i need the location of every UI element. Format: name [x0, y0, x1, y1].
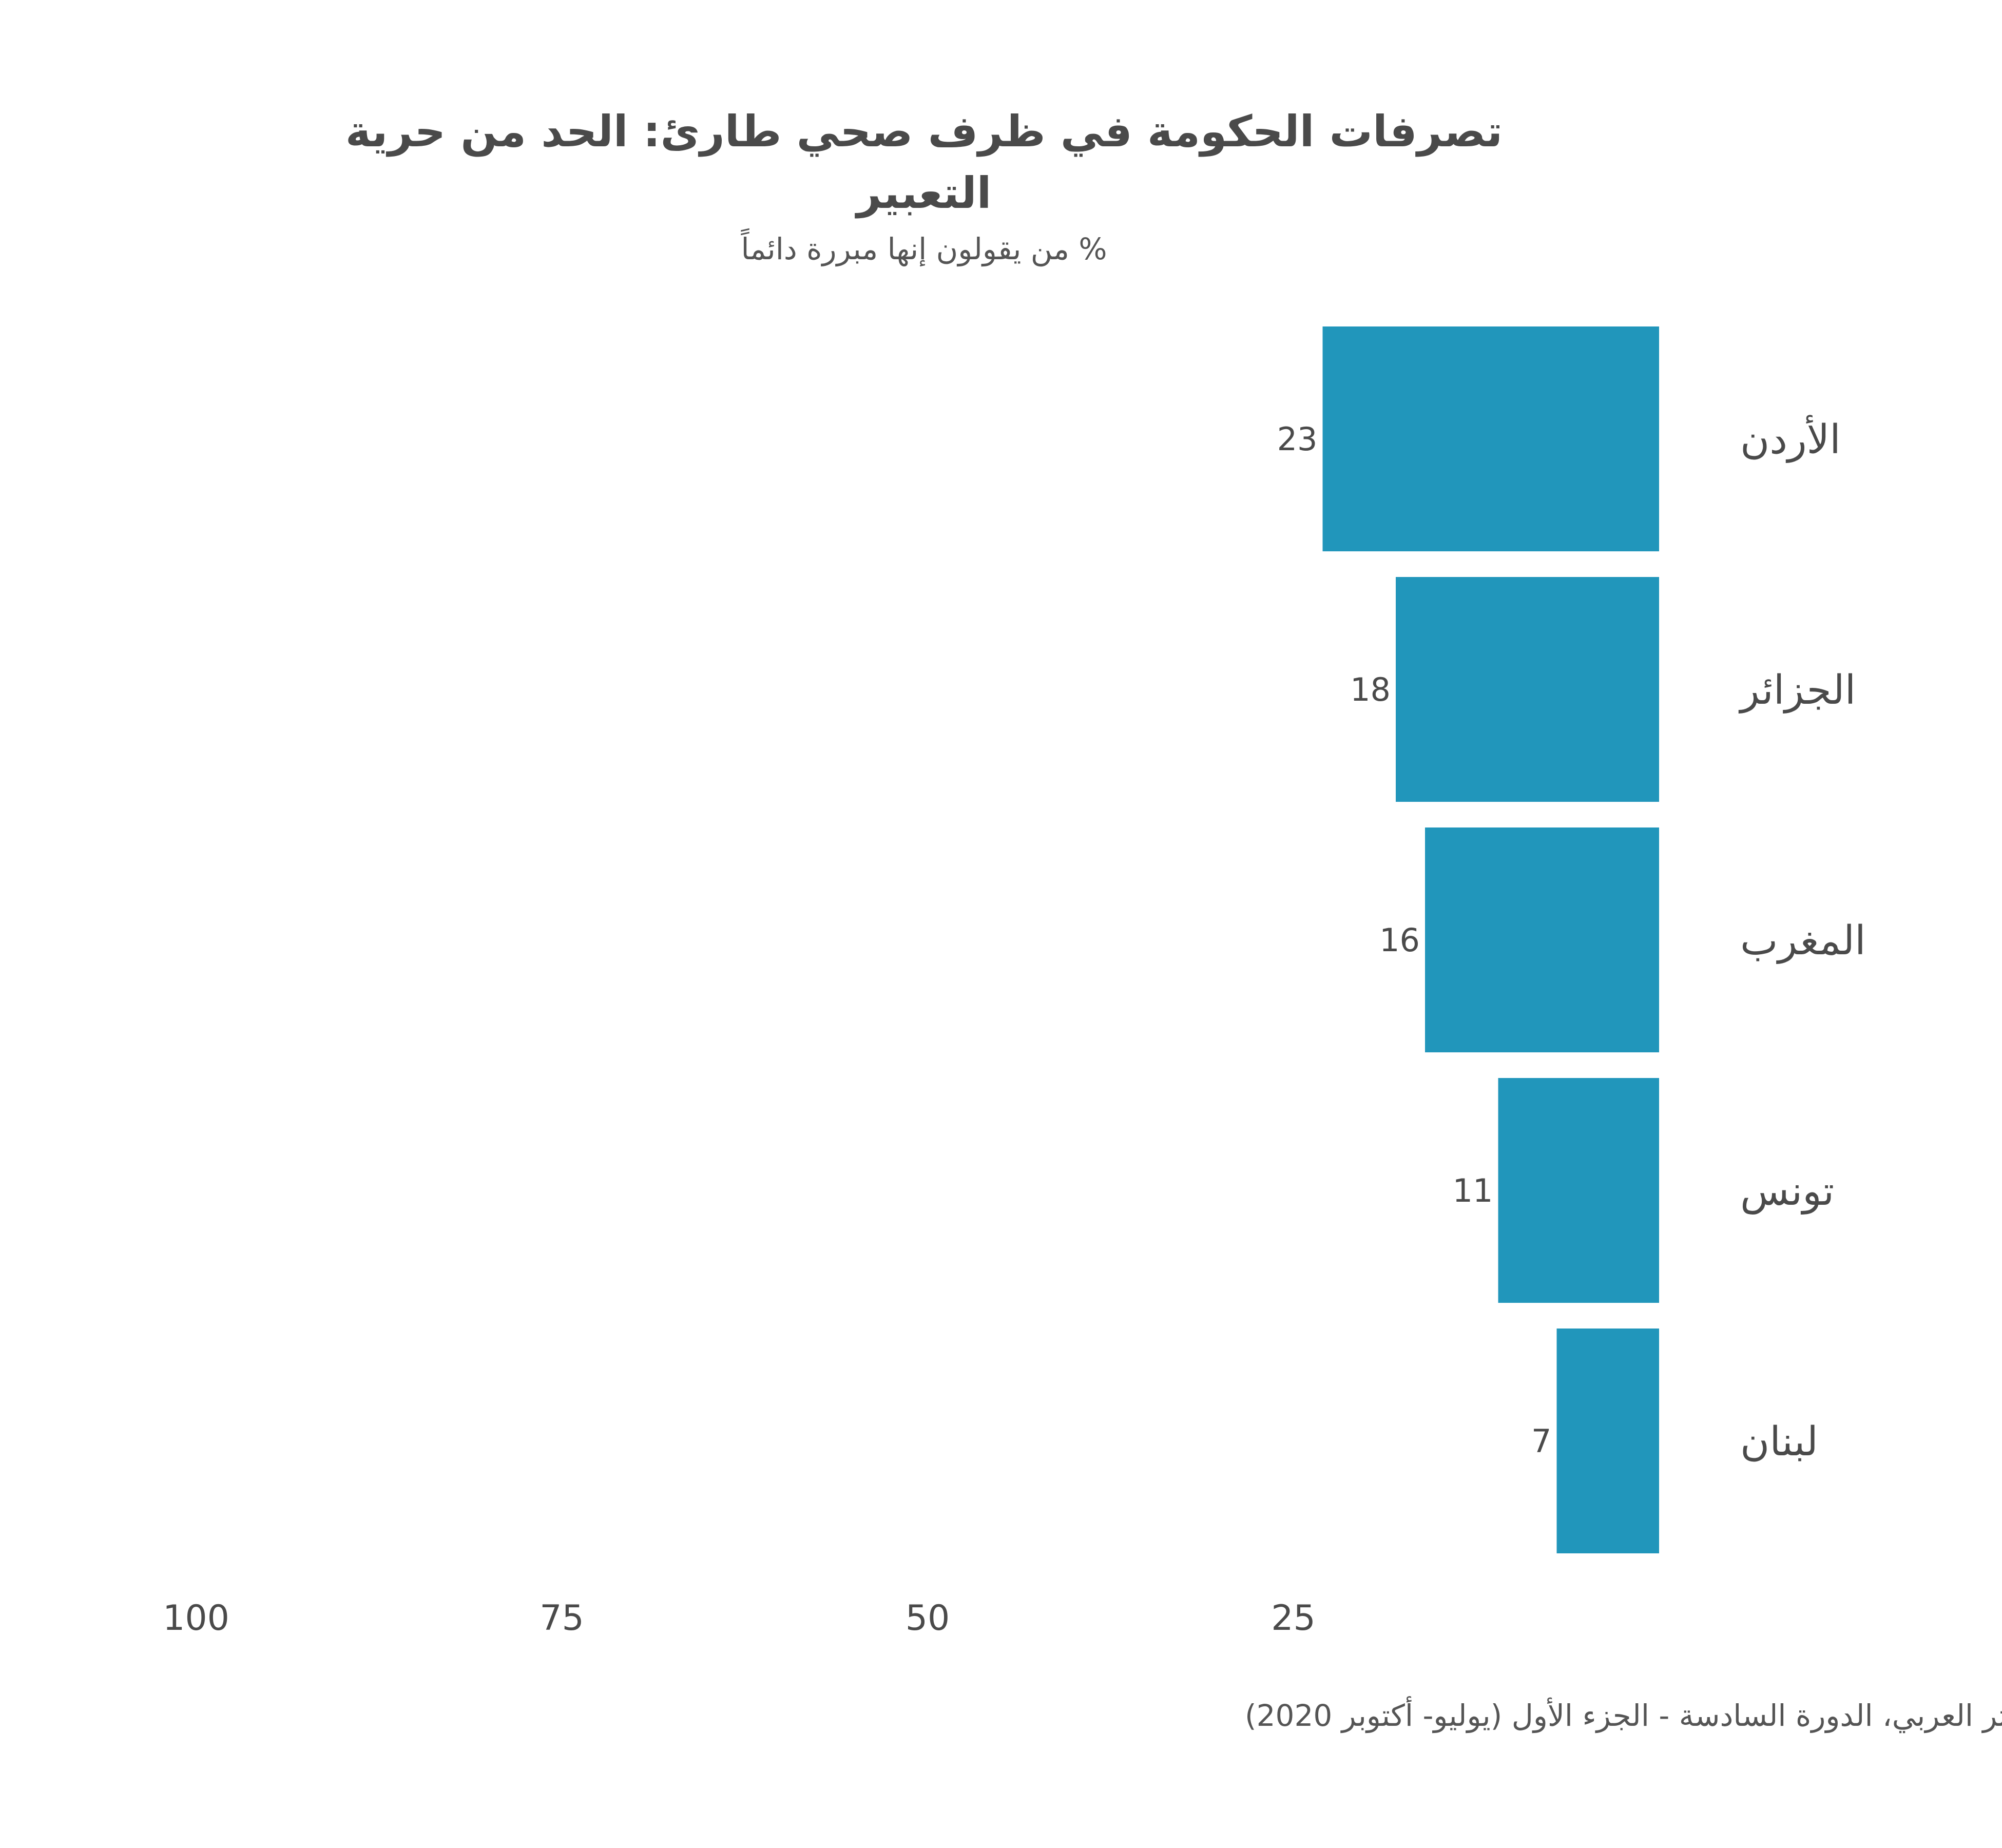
bar-value-label-2: 16: [1379, 921, 1420, 959]
chart-title-line-1: تصرفات الحكومة في ظرف صحي طارئ: الحد من …: [345, 106, 1503, 157]
bar-2: [1425, 827, 1659, 1052]
bar-value-labels: 23 18 16 11 7: [1277, 420, 1552, 1460]
x-tick-label-1: 50: [906, 1598, 950, 1639]
bar-4: [1556, 1329, 1659, 1553]
bar-value-label-0: 23: [1277, 420, 1318, 458]
bar-value-label-4: 7: [1531, 1422, 1551, 1460]
source-note: الباروميتر العربي، الدورة السادسة - الجز…: [1245, 1696, 2002, 1734]
chart-title-line-2: التعبير: [855, 168, 992, 219]
category-label-1: الجزائر: [1738, 667, 1856, 714]
category-label-4: لبنان: [1740, 1419, 1818, 1465]
x-tick-label-3: 100: [163, 1598, 229, 1639]
category-label-3: تونس: [1740, 1168, 1834, 1215]
x-tick-label-0: 25: [1271, 1598, 1316, 1639]
bar-value-label-1: 18: [1350, 671, 1391, 708]
bar-3: [1498, 1078, 1659, 1303]
bar-value-label-3: 11: [1453, 1172, 1493, 1209]
bar-group: [1322, 326, 1659, 1553]
x-axis-tick-labels: 25 50 75 100: [163, 1598, 1316, 1639]
bar-1: [1396, 577, 1659, 802]
bar-0: [1322, 326, 1659, 551]
category-label-0: الأردن: [1740, 415, 1841, 463]
category-label-2: المغرب: [1740, 918, 1866, 965]
chart-subtitle: % من يقولون إنها مبررة دائماً: [741, 228, 1107, 267]
x-tick-label-2: 75: [540, 1598, 584, 1639]
chart-title: تصرفات الحكومة في ظرف صحي طارئ: الحد من …: [345, 106, 1503, 219]
category-labels: الأردن الجزائر المغرب تونس لبنان: [1738, 415, 1866, 1465]
